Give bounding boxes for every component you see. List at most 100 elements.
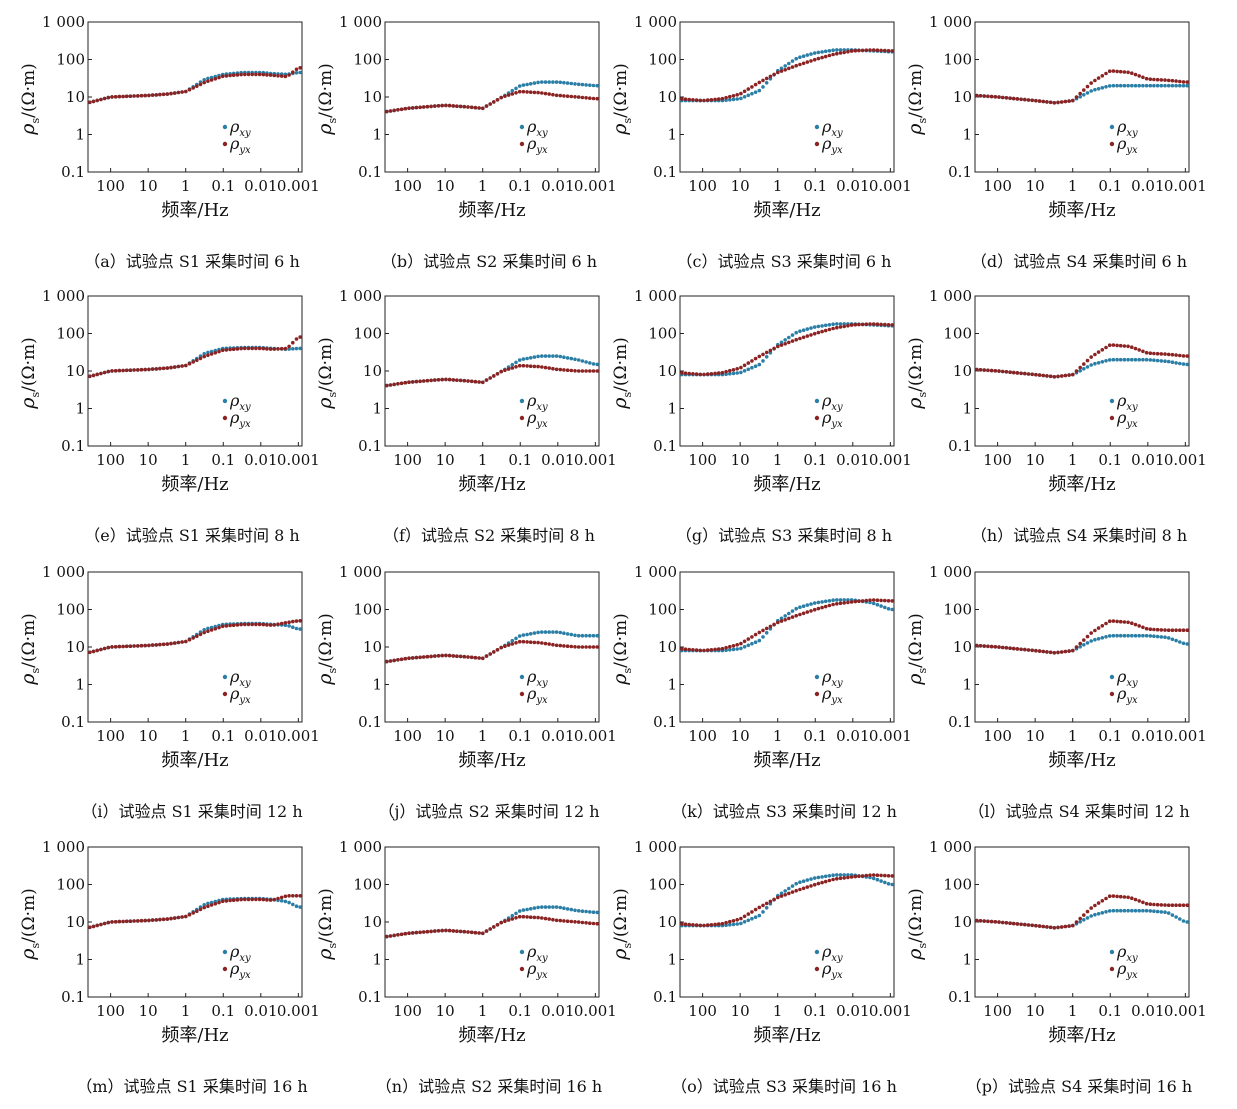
data-point [801, 61, 806, 66]
data-point [569, 94, 574, 99]
data-point [790, 884, 795, 888]
series-ρyx [385, 639, 599, 664]
data-point [425, 378, 430, 383]
data-point [536, 630, 540, 635]
data-point [569, 907, 574, 912]
data-point [1019, 371, 1023, 376]
data-point [794, 606, 798, 611]
data-point [724, 920, 728, 925]
data-point [1026, 648, 1031, 652]
data-point [1078, 365, 1082, 370]
data-point [514, 360, 518, 365]
data-point [510, 638, 515, 643]
data-point [528, 364, 533, 369]
data-point [265, 623, 269, 627]
data-point [595, 362, 599, 367]
data-point [1052, 101, 1057, 105]
data-point [1170, 903, 1175, 907]
data-point [425, 929, 430, 934]
data-point [761, 85, 765, 89]
data-point [1174, 638, 1178, 643]
data-point [392, 658, 397, 663]
data-point [702, 98, 706, 103]
legend-marker [519, 966, 525, 972]
data-point [554, 367, 559, 372]
data-point [532, 81, 537, 85]
data-point [525, 640, 529, 644]
data-point [510, 366, 515, 370]
data-point [573, 908, 577, 913]
data-point [1082, 88, 1086, 92]
data-point [154, 918, 159, 922]
panel-caption: （m）试验点 S1 采集时间 16 h [76, 1077, 307, 1096]
y-tick-label: 1 [372, 676, 382, 694]
data-point [124, 368, 129, 373]
legend-marker [222, 949, 228, 955]
data-point [429, 929, 433, 934]
legend-marker [519, 415, 525, 421]
data-point [831, 873, 835, 877]
data-point [816, 330, 821, 335]
data-point [842, 324, 846, 329]
data-point [410, 931, 415, 935]
legend-marker [1109, 141, 1115, 147]
data-point [291, 625, 295, 629]
data-point [1115, 908, 1119, 913]
data-point [243, 897, 247, 902]
data-point [202, 628, 206, 632]
data-point [209, 352, 214, 356]
y-tick-label: 1 [667, 676, 677, 694]
data-point [683, 647, 688, 651]
data-point [287, 344, 291, 349]
x-axis-label: 频率/Hz [458, 474, 525, 495]
data-point [514, 916, 518, 920]
data-point [132, 644, 136, 648]
legend-entry: ρyx [229, 684, 251, 706]
data-point [687, 922, 691, 927]
data-point [536, 354, 540, 359]
data-point [588, 921, 592, 925]
data-point [702, 372, 706, 377]
data-point [410, 106, 415, 110]
data-point [99, 97, 103, 102]
data-point [287, 624, 291, 628]
y-tick-label: 1 000 [339, 838, 382, 856]
data-point [473, 930, 478, 935]
data-point [1052, 651, 1057, 655]
data-point [554, 93, 559, 98]
data-point [746, 367, 751, 372]
data-point [816, 881, 821, 886]
data-point [198, 907, 203, 912]
data-point [978, 919, 983, 923]
data-point [528, 915, 533, 919]
data-point [440, 103, 445, 108]
data-point [554, 905, 559, 909]
data-point [433, 929, 437, 933]
data-point [1144, 901, 1149, 906]
x-tick-label: 10 [731, 727, 750, 745]
data-point [1008, 370, 1012, 375]
legend-marker [519, 398, 525, 404]
panel-caption: （d）试验点 S4 采集时间 6 h [971, 252, 1187, 271]
data-point [779, 616, 784, 621]
data-point [514, 91, 518, 95]
x-tick-label: 1 [181, 1002, 191, 1020]
data-point [753, 364, 758, 369]
data-point [569, 919, 574, 924]
data-point [551, 905, 555, 909]
legend-entry: ρyx [526, 408, 548, 430]
data-point [1093, 628, 1097, 633]
data-point [1041, 99, 1046, 104]
data-point [772, 622, 776, 627]
data-point [584, 96, 588, 100]
legend-entry: ρxy [526, 391, 548, 413]
x-tick-label: 100 [688, 727, 717, 745]
data-point [720, 921, 725, 926]
data-point [484, 929, 489, 933]
data-point [206, 76, 210, 81]
legend-marker [1109, 674, 1115, 680]
data-point [1126, 83, 1130, 88]
data-point [1100, 899, 1105, 903]
data-point [731, 647, 736, 652]
data-point [569, 356, 574, 361]
